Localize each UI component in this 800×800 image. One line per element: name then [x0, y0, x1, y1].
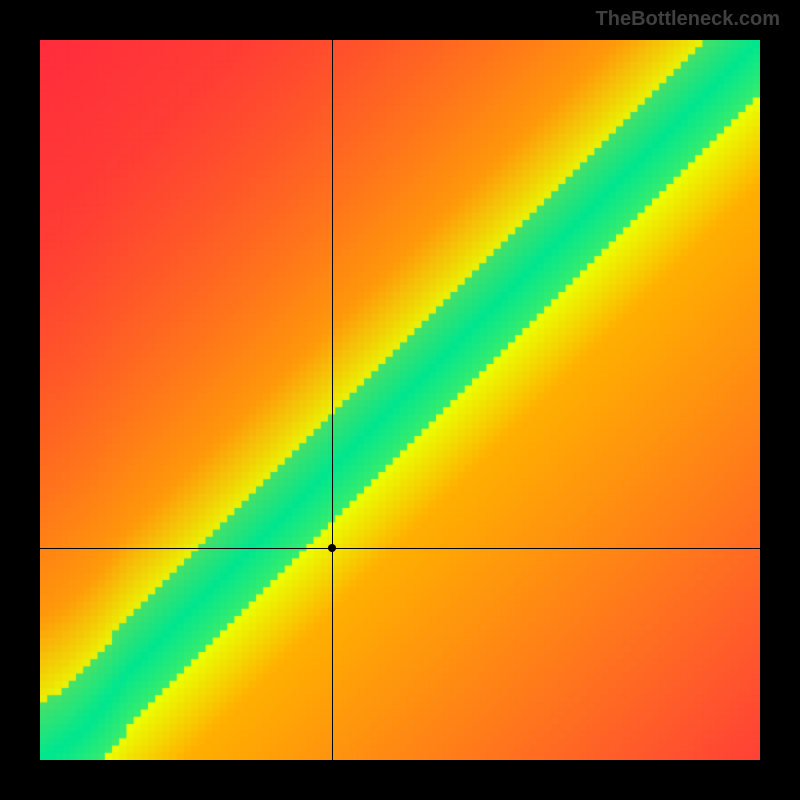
plot-area: [40, 40, 760, 760]
watermark-text: TheBottleneck.com: [596, 8, 780, 31]
data-point-marker: [328, 544, 336, 552]
crosshair-vertical: [332, 40, 333, 760]
heatmap-canvas: [40, 40, 760, 760]
crosshair-horizontal: [40, 548, 760, 549]
chart-container: TheBottleneck.com: [0, 0, 800, 800]
